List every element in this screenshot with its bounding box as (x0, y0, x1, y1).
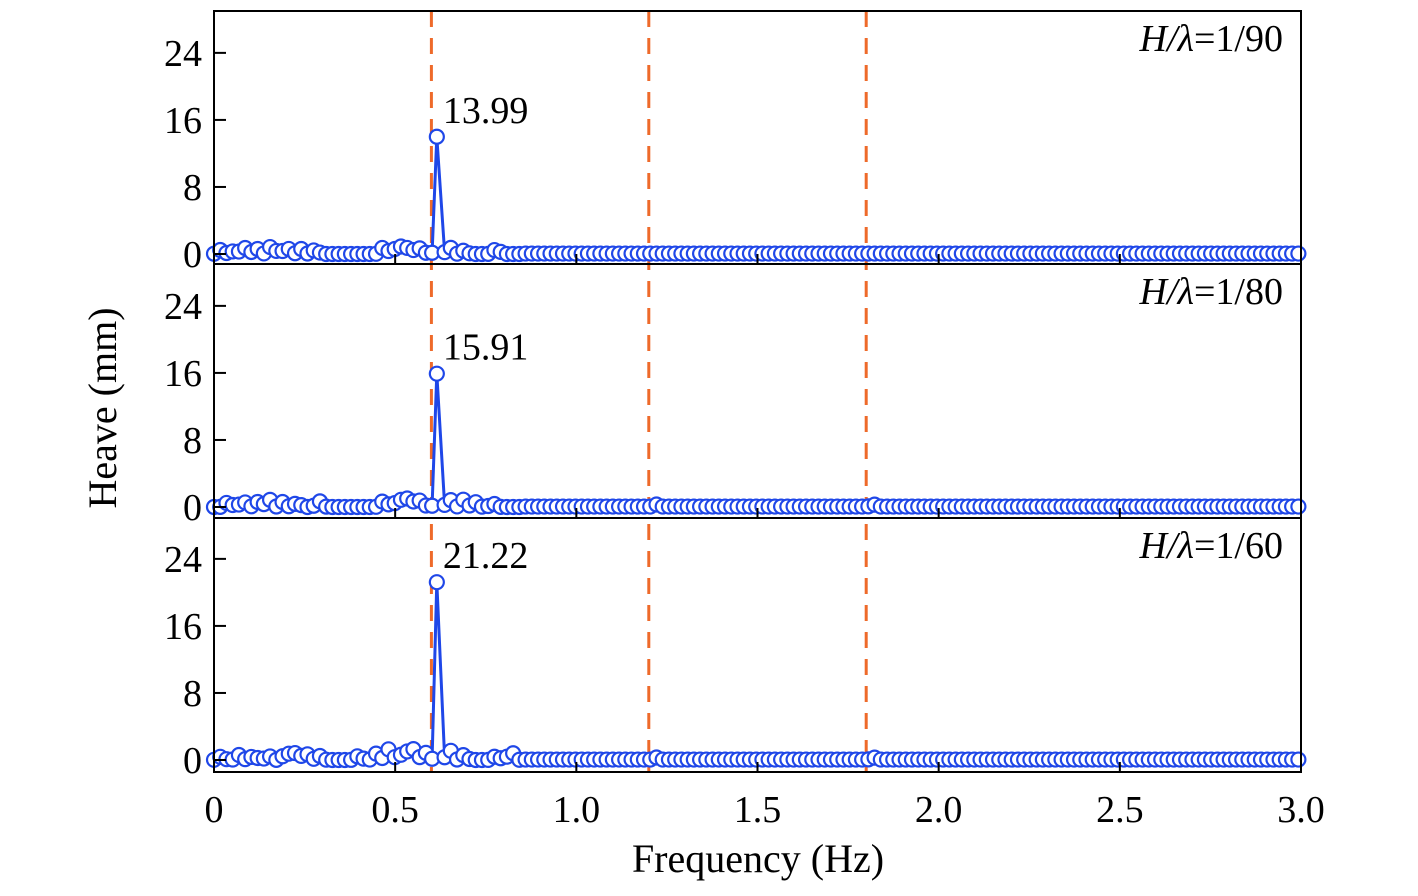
reference-lines (429, 11, 868, 772)
y-axis-title: Heave (mm) (80, 307, 125, 508)
y-tick-label: 16 (164, 100, 202, 142)
x-tick-label: 1.5 (734, 789, 782, 831)
panel-frame (213, 263, 1302, 519)
panels: 0 8 16 24 13.99 H/λ=1/90 0 8 16 24 15.91 H/λ=1/80 0 8… (164, 10, 1307, 782)
data-point (428, 365, 445, 382)
x-axis-ticks: 0 0.5 1.0 1.5 2.0 2.5 3.0 (205, 254, 1325, 831)
peak-value-label: 13.99 (443, 90, 528, 132)
panel-frame (213, 10, 1302, 265)
x-tick-label: 1.0 (553, 789, 601, 831)
y-tick-label: 24 (164, 286, 202, 328)
peak-value-label: 21.22 (443, 535, 528, 577)
x-axis-title: Frequency (Hz) (632, 836, 884, 881)
data-point (1290, 245, 1307, 262)
y-tick-label: 16 (164, 353, 202, 395)
x-tick-label: 3.0 (1277, 789, 1325, 831)
series-line (213, 136, 1299, 256)
x-tick-label: 2.5 (1096, 789, 1144, 831)
y-tick-label: 0 (183, 740, 202, 782)
y-tick-label: 8 (183, 420, 202, 462)
y-tick-label: 0 (183, 487, 202, 529)
y-tick-label: 16 (164, 606, 202, 648)
data-point (428, 128, 445, 145)
peak-value-label: 15.91 (443, 327, 528, 369)
wave-steepness-label: H/λ=1/60 (1139, 525, 1283, 567)
panel-3: 0 8 16 24 21.22 H/λ=1/60 (164, 517, 1307, 782)
data-point (428, 574, 445, 591)
y-tick-label: 0 (183, 234, 202, 276)
wave-steepness-label: H/λ=1/80 (1139, 271, 1283, 313)
wave-steepness-label: H/λ=1/90 (1139, 18, 1283, 60)
x-tick-label: 2.0 (915, 789, 963, 831)
data-point (1290, 751, 1307, 768)
panel-frame (213, 517, 1302, 773)
y-tick-label: 8 (183, 167, 202, 209)
y-tick-label: 24 (164, 539, 202, 581)
y-tick-label: 24 (164, 33, 202, 75)
y-tick-label: 8 (183, 673, 202, 715)
series-line (213, 582, 1299, 763)
series-line (213, 373, 1299, 509)
x-tick-label: 0.5 (371, 789, 419, 831)
x-tick-label: 0 (205, 789, 224, 831)
panel-1: 0 8 16 24 13.99 H/λ=1/90 (164, 10, 1307, 276)
data-point (1290, 498, 1307, 515)
panel-2: 0 8 16 24 15.91 H/λ=1/80 (164, 263, 1307, 529)
